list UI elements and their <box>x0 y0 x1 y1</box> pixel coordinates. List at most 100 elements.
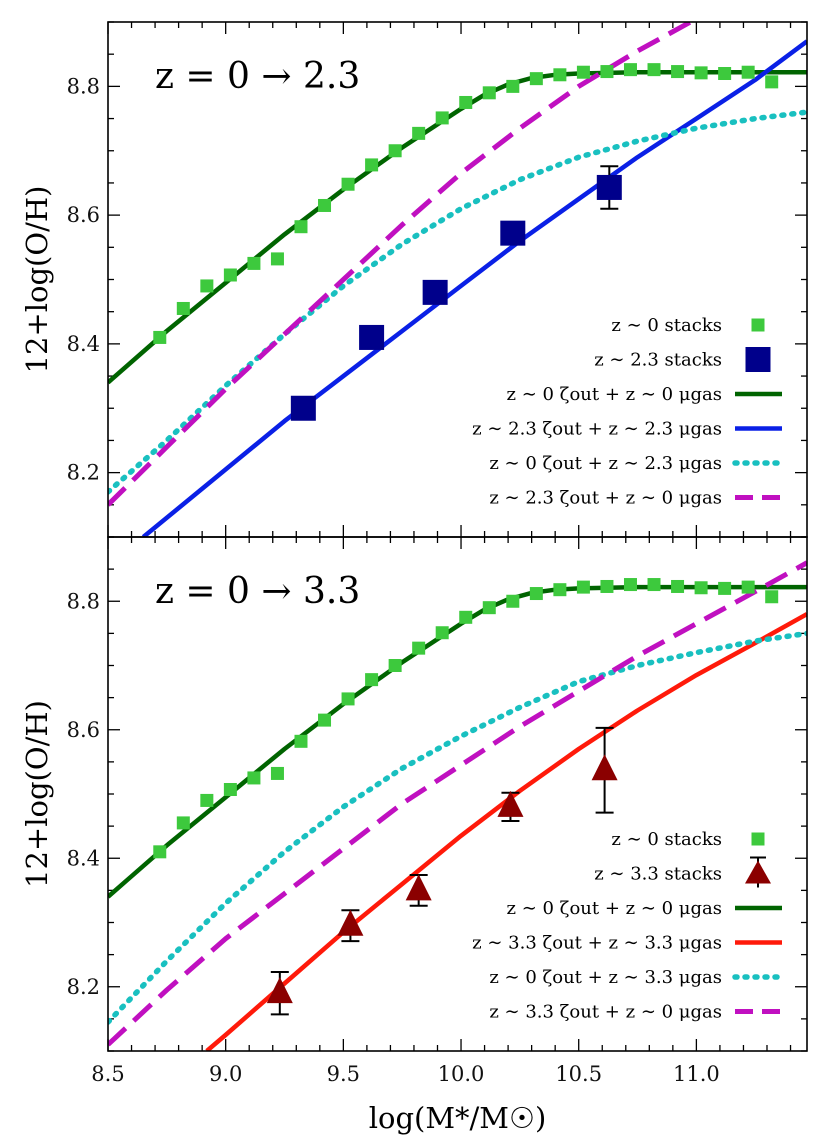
data-point <box>365 158 379 172</box>
data-point <box>200 793 214 807</box>
data-point <box>365 673 379 687</box>
data-point <box>591 754 618 781</box>
data-point <box>435 626 449 640</box>
data-point <box>294 220 308 234</box>
legend: z ∼ 0 stacks z ∼ 3.3 stacks z ∼ 0 ζout + z… <box>472 829 785 1023</box>
data-point <box>623 63 637 77</box>
data-point <box>247 256 261 270</box>
data-point <box>412 126 426 140</box>
data-point <box>765 75 779 89</box>
data-point <box>718 67 732 80</box>
series-line <box>108 584 807 899</box>
data-point <box>435 111 449 125</box>
series-line <box>141 39 807 537</box>
y-tick-label: 8.6 <box>67 203 100 227</box>
legend-label: z ∼ 0 ζout + z ∼ 3.3 μgas <box>489 967 722 988</box>
data-point <box>294 734 308 748</box>
x-tick-label: 10.0 <box>438 1062 485 1086</box>
data-point <box>318 713 332 727</box>
legend-label: z ∼ 0 stacks <box>611 315 722 336</box>
data-point <box>741 65 755 79</box>
data-point <box>694 66 708 80</box>
y-tick-label: 8.2 <box>67 975 100 999</box>
data-point <box>553 583 567 597</box>
data-point <box>223 268 237 282</box>
data-point <box>176 301 190 315</box>
y-axis-label: 12+log(O/H) <box>20 186 54 374</box>
x-tick-label: 9.5 <box>327 1062 360 1086</box>
legend-marker <box>745 860 771 884</box>
panel-title: z = 0 → 3.3 <box>155 571 360 612</box>
data-point <box>176 816 190 830</box>
data-point <box>671 579 685 593</box>
data-point <box>223 783 237 797</box>
data-point <box>412 641 426 655</box>
data-point <box>647 63 661 77</box>
data-point <box>459 95 473 109</box>
y-axis-label: 12+log(O/H) <box>20 700 54 888</box>
legend: z ∼ 0 stacks z ∼ 2.3 stacks z ∼ 0 ζout + z… <box>472 315 785 509</box>
data-point <box>600 65 614 79</box>
data-point <box>500 220 526 246</box>
data-point <box>200 279 214 293</box>
data-point <box>341 692 355 706</box>
x-tick-label: 11.0 <box>673 1062 720 1086</box>
data-point <box>553 68 567 82</box>
legend-label: z ∼ 3.3 stacks <box>594 864 722 885</box>
plot-frame <box>107 536 808 1052</box>
data-point <box>694 581 708 595</box>
legend-marker <box>751 832 765 846</box>
data-point <box>506 79 520 93</box>
series-line <box>108 22 696 507</box>
series-line <box>108 560 807 1047</box>
y-tick-label: 8.2 <box>67 461 100 485</box>
data-point <box>318 198 332 212</box>
data-point <box>765 590 779 604</box>
data-point <box>596 174 622 200</box>
data-point <box>247 771 261 785</box>
data-point <box>266 977 293 1004</box>
data-point <box>600 579 614 593</box>
data-point <box>422 279 448 305</box>
data-point <box>482 601 496 615</box>
legend-label: z ∼ 2.3 ζout + z ∼ 2.3 μgas <box>472 419 722 440</box>
legend-marker <box>745 347 771 372</box>
data-point <box>671 65 685 79</box>
data-point <box>270 252 284 266</box>
legend-label: z ∼ 3.3 ζout + z ∼ 0 μgas <box>489 1002 722 1023</box>
data-point <box>341 177 355 191</box>
x-tick-label: 10.5 <box>555 1062 602 1086</box>
data-point <box>153 330 167 344</box>
legend-label: z ∼ 0 ζout + z ∼ 0 μgas <box>507 898 723 919</box>
panel-2: 8.2 8.4 8.6 8.8 8.5 9.0 9.5 10.0 10.5 11.0 log(M*/… <box>20 536 808 1135</box>
y-tick-label: 8.4 <box>67 332 100 356</box>
legend-label: z ∼ 0 ζout + z ∼ 0 μgas <box>507 384 723 405</box>
data-point <box>459 610 473 624</box>
data-point <box>741 580 755 594</box>
x-axis-label: log(M*/M☉) <box>369 1101 547 1135</box>
data-point <box>405 874 432 901</box>
series-group <box>108 560 807 1051</box>
y-tick-label: 8.8 <box>67 589 100 613</box>
data-point <box>270 766 284 780</box>
panel-1: 8.2 8.4 8.6 8.8 12+log(O/H) z = 0 → 2.3 z ∼ 0 … <box>20 21 808 538</box>
x-tick-label: 9.0 <box>209 1062 242 1086</box>
data-point <box>529 72 543 86</box>
y-tick-label: 8.6 <box>67 718 100 742</box>
data-point <box>506 594 520 608</box>
y-tick-label: 8.8 <box>67 74 100 98</box>
panel-title: z = 0 → 2.3 <box>155 56 360 97</box>
data-point <box>497 790 524 817</box>
data-point <box>359 324 385 350</box>
data-point <box>576 580 590 594</box>
legend-label: z ∼ 3.3 ζout + z ∼ 3.3 μgas <box>472 933 722 954</box>
series-group <box>108 22 807 537</box>
data-point <box>576 65 590 79</box>
data-point <box>337 909 364 936</box>
data-point <box>290 395 316 421</box>
data-point <box>388 144 402 158</box>
data-point <box>388 659 402 672</box>
ticks <box>107 536 807 1052</box>
series-line <box>108 630 807 1025</box>
